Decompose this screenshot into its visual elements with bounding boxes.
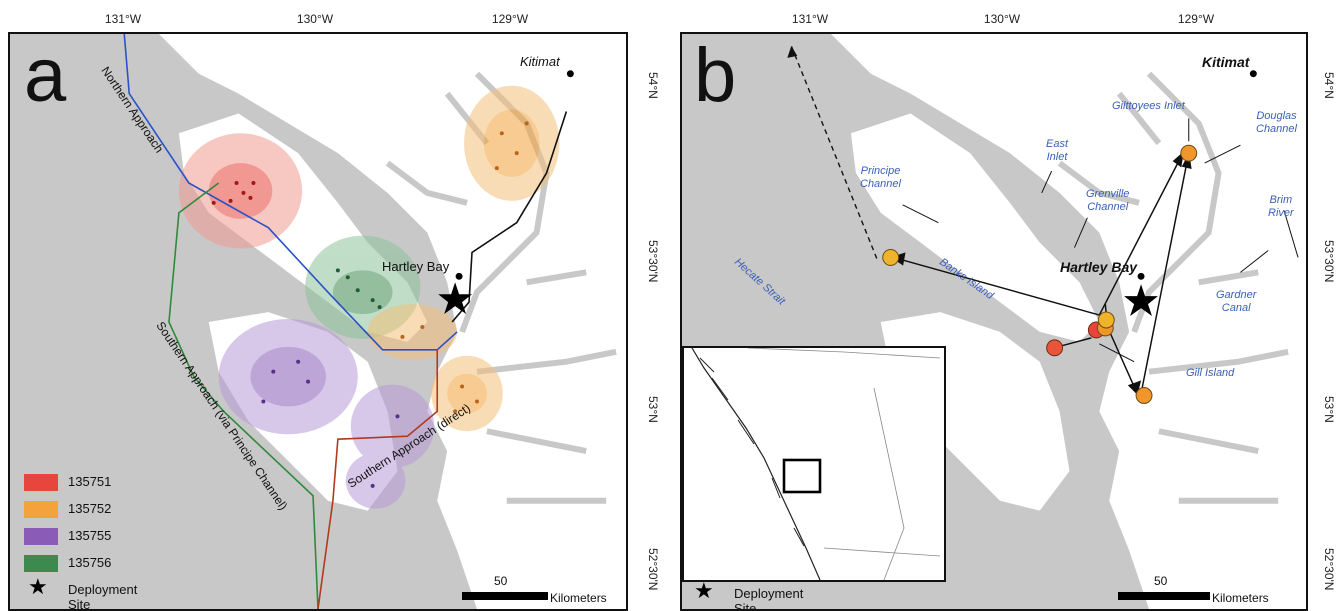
lon-tick-129: 129°W	[491, 12, 529, 26]
grenville-label: Grenville Channel	[1086, 188, 1130, 213]
legend-label-deployment: Deployment Site	[734, 586, 804, 611]
star-icon: ★	[694, 578, 714, 603]
tag-point	[1135, 387, 1153, 404]
inlets	[1057, 71, 1289, 504]
lat-tick-53: 53°N	[646, 396, 660, 423]
scale-value: 50	[494, 574, 508, 588]
study-area-box	[782, 458, 822, 494]
route-kitimat	[451, 111, 568, 323]
hartley-bay-dot	[1137, 272, 1145, 280]
legend-label-deployment: Deployment Site	[68, 582, 138, 611]
lat-tick-52-30: 52°30'N	[1322, 548, 1336, 591]
principe-label: Principe Channel	[860, 165, 901, 190]
panel-b: 131°W 130°W 129°W 54°N 53°30'N 53°N 52°3…	[676, 0, 1338, 611]
kitimat-label: Kitimat	[520, 54, 560, 69]
points-135752	[400, 121, 529, 414]
tag-point	[1097, 311, 1115, 329]
legend-label-135751: 135751	[68, 474, 112, 489]
hartley-bay-label: Hartley Bay	[382, 259, 450, 274]
legend-label-135752: 135752	[68, 501, 112, 516]
lat-tick-53: 53°N	[1322, 396, 1336, 423]
island-north	[850, 113, 1100, 342]
hartley-bay-label: Hartley Bay	[1060, 259, 1138, 275]
scale-bar-fill	[1118, 592, 1210, 600]
gill-label: Gill Island	[1186, 367, 1235, 379]
kitimat-dot	[566, 70, 574, 78]
lat-tick-54: 54°N	[1322, 72, 1336, 99]
hartley-bay-dot	[455, 272, 463, 280]
scale-bar-fill	[462, 592, 548, 600]
map-a-canvas	[123, 34, 626, 609]
east-inlet-label: East Inlet	[1046, 138, 1069, 163]
label-leaders	[902, 118, 1299, 363]
inlets	[385, 71, 617, 504]
inset-islands	[699, 357, 805, 547]
kde-135752-mid	[367, 304, 503, 432]
lat-tick-54: 54°N	[646, 72, 660, 99]
star-icon: ★	[28, 574, 48, 599]
route-southern-direct	[317, 349, 439, 609]
tag-point	[1180, 144, 1198, 162]
legend-swatch-135756	[24, 555, 58, 572]
lon-tick-131: 131°W	[791, 12, 829, 26]
scale-unit: Kilometers	[1212, 591, 1269, 605]
gardner-label: Gardner Canal	[1216, 289, 1257, 314]
tag-point	[1046, 339, 1064, 357]
lon-tick-129: 129°W	[1177, 12, 1215, 26]
map-b[interactable]: b Kitimat Hartley Bay Gilttoyees Inlet D…	[680, 32, 1308, 611]
lat-tick-52-30: 52°30'N	[646, 548, 660, 591]
tag-point	[882, 249, 900, 266]
points-135755	[261, 359, 400, 488]
dashed-movement	[790, 45, 878, 259]
lon-tick-130: 130°W	[296, 12, 334, 26]
points-135751	[211, 180, 256, 205]
legend-swatch-135755	[24, 528, 58, 545]
inset-map[interactable]	[682, 346, 946, 582]
kitimat-label: Kitimat	[1202, 54, 1250, 70]
kitimat-dot	[1249, 70, 1257, 78]
panel-b-letter: b	[694, 33, 737, 118]
lon-tick-131: 131°W	[104, 12, 142, 26]
deployment-star	[1124, 284, 1158, 317]
scale-value: 50	[1154, 574, 1168, 588]
lon-tick-130: 130°W	[983, 12, 1021, 26]
deployment-star	[438, 282, 472, 315]
inset-borders	[747, 348, 941, 580]
lat-tick-53-30: 53°30'N	[646, 240, 660, 283]
inset-coast	[691, 348, 821, 580]
mainland	[831, 34, 1306, 609]
douglas-label: Douglas Channel	[1256, 110, 1297, 135]
gilttoyees-label: Gilttoyees Inlet	[1112, 100, 1185, 112]
route-southern-principe	[168, 182, 319, 609]
inset-canvas	[691, 348, 941, 580]
kde-135751	[178, 133, 303, 249]
kde-135755	[218, 319, 435, 509]
legend-swatch-135751	[24, 474, 58, 491]
panel-a-letter: a	[24, 33, 67, 118]
scale-unit: Kilometers	[550, 591, 607, 605]
legend-label-135756: 135756	[68, 555, 112, 570]
lat-tick-53-30: 53°30'N	[1322, 240, 1336, 283]
legend-swatch-135752	[24, 501, 58, 518]
legend-label-135755: 135755	[68, 528, 112, 543]
panel-a: 131°W 130°W 129°W 54°N 53°30'N 53°N 52°3…	[0, 0, 660, 611]
points-135756	[335, 268, 382, 310]
route-northern	[123, 34, 458, 351]
kde-135752-north	[464, 85, 560, 201]
brim-label: Brim River	[1268, 194, 1294, 219]
map-a[interactable]: a Kitimat Hartley Bay Northern Approach …	[8, 32, 628, 611]
map-b-canvas	[787, 34, 1306, 609]
